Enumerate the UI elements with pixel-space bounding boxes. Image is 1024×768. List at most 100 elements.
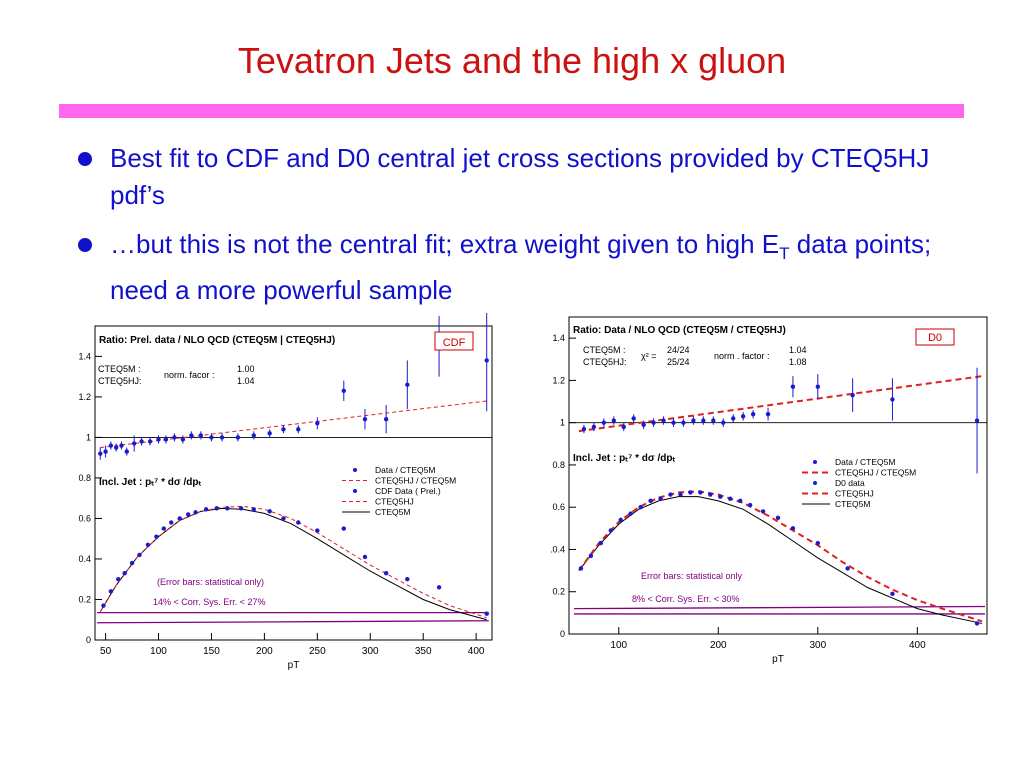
legend-entry: CDF Data ( Prel.) bbox=[375, 486, 441, 496]
bullet-dot-icon bbox=[78, 152, 92, 166]
ratio-data-point bbox=[581, 426, 587, 432]
y-tick-label: 0.8 bbox=[552, 460, 565, 470]
legend-marker bbox=[813, 481, 817, 485]
shape-data-point bbox=[169, 520, 174, 525]
ratio-data-point bbox=[281, 427, 286, 432]
ratio-data-point bbox=[711, 418, 716, 423]
shape-data-point bbox=[728, 496, 733, 501]
ratio-data-point bbox=[701, 418, 706, 423]
chart-note: 14% < Corr. Sys. Err. < 27% bbox=[153, 597, 266, 607]
ratio-data-point bbox=[591, 424, 597, 430]
experiment-badge-label: D0 bbox=[928, 332, 942, 344]
ratio-data-point bbox=[740, 414, 746, 419]
legend-entry: CTEQ5HJ bbox=[375, 497, 414, 507]
y-tick-label: 0.2 bbox=[78, 594, 91, 604]
ratio-data-point bbox=[890, 397, 895, 402]
shape-data-point bbox=[718, 494, 723, 499]
shape-data-point bbox=[678, 492, 683, 497]
ratio-data-point bbox=[631, 416, 636, 421]
shape-data-point bbox=[618, 517, 623, 523]
shape-data-point bbox=[648, 498, 653, 504]
shape-data-point bbox=[238, 506, 244, 511]
ratio-data-point bbox=[974, 418, 980, 423]
ratio-data-point bbox=[131, 441, 137, 446]
shape-data-point bbox=[193, 510, 198, 515]
shape-data-point bbox=[760, 509, 766, 514]
shape-data-point bbox=[578, 566, 584, 571]
shape-data-point bbox=[608, 528, 613, 533]
bullet-text: Best fit to CDF and D0 central jet cross… bbox=[110, 143, 930, 210]
bullet-text-sub: T bbox=[779, 244, 790, 264]
norm-factor-label: norm. facor : bbox=[164, 370, 215, 380]
ratio-data-point bbox=[251, 433, 256, 438]
cdf-chart: 0 0.2 0.4 0.6 0.8 1 1.2 1.4 50 100 150 200 250 300 350… bbox=[78, 313, 493, 671]
shape-data-point bbox=[658, 496, 663, 501]
shape-data-point bbox=[108, 589, 114, 594]
experiment-badge bbox=[915, 328, 955, 346]
chart-note: 8% < Corr. Sys. Err. < 30% bbox=[632, 594, 740, 604]
chi2-label: χ² = bbox=[641, 351, 656, 361]
legend-entry: CTEQ5HJ / CTEQ5M bbox=[375, 476, 456, 486]
legend-entry: CTEQ5HJ / CTEQ5M bbox=[835, 468, 916, 478]
cteq5hj-curve bbox=[99, 505, 487, 619]
shape-data-point bbox=[790, 526, 796, 531]
y-tick-label: 1.2 bbox=[78, 392, 91, 402]
ratio-data-point bbox=[681, 420, 686, 425]
ratio-data-point bbox=[765, 412, 771, 417]
x-axis-label: pT bbox=[772, 654, 784, 665]
shape-data-point bbox=[588, 553, 594, 559]
x-tick-label: 150 bbox=[203, 646, 220, 657]
slide-title: Tevatron Jets and the high x gluon bbox=[237, 40, 787, 81]
y-tick-label: 0.4 bbox=[78, 554, 91, 564]
ratio-data-point bbox=[163, 437, 169, 442]
norm-factor-value: 1.08 bbox=[789, 357, 807, 367]
legend-entry: CTEQ5M bbox=[375, 507, 410, 517]
shape-data-point bbox=[341, 526, 346, 531]
legend-entry: D0 data bbox=[835, 478, 865, 488]
bullet-text-post: data points; need a more powerful sample bbox=[110, 229, 932, 306]
ratio-data-point bbox=[119, 443, 124, 448]
legend-marker bbox=[353, 468, 357, 472]
ratio-data-point bbox=[601, 420, 607, 425]
shape-data-point bbox=[698, 490, 703, 495]
ratio-data-point bbox=[790, 384, 796, 389]
shape-data-point bbox=[177, 516, 182, 521]
ratio-data-point bbox=[721, 420, 726, 425]
shape-data-point bbox=[281, 516, 286, 521]
legend-entry: CTEQ5M bbox=[835, 499, 870, 509]
d0-chart: 0 0.2 .0.4 0.6 0.8 1 1.2 1.4 100 200 300 400 pT Ratio… bbox=[550, 316, 988, 665]
norm-factor-value: 1.04 bbox=[237, 376, 255, 386]
shape-data-point bbox=[668, 492, 673, 497]
chi2-value: 25/24 bbox=[667, 357, 690, 367]
shape-data-point bbox=[484, 611, 489, 616]
sys-error-band-line bbox=[573, 605, 986, 610]
ratio-data-point bbox=[621, 424, 626, 430]
cdf-chart-panel: 0 0.2 0.4 0.6 0.8 1 1.2 1.4 50 100 150 200 250 300 350… bbox=[60, 313, 496, 675]
shape-data-point bbox=[101, 603, 106, 608]
ratio-data-point bbox=[180, 437, 186, 442]
shape-data-point bbox=[708, 492, 713, 497]
x-tick-label: 100 bbox=[150, 646, 167, 657]
shape-data-point bbox=[315, 528, 320, 533]
fit-row-label: CTEQ5HJ: bbox=[98, 376, 142, 386]
shape-data-point bbox=[296, 520, 301, 525]
ratio-data-point bbox=[383, 416, 389, 422]
y-tick-label: 0.6 bbox=[552, 502, 565, 512]
shape-data-point bbox=[747, 502, 753, 508]
ratio-data-point bbox=[750, 412, 756, 417]
bullet-item: Best fit to CDF and D0 central jet cross… bbox=[72, 140, 972, 214]
shape-data-point bbox=[154, 534, 159, 539]
ratio-data-point bbox=[139, 439, 144, 444]
ratio-data-point bbox=[198, 433, 204, 438]
bullet-item: …but this is not the central fit; extra … bbox=[72, 226, 972, 309]
legend-marker bbox=[353, 489, 357, 493]
x-tick-label: 300 bbox=[809, 640, 826, 651]
x-tick-label: 200 bbox=[710, 640, 727, 651]
shape-data-point bbox=[845, 566, 850, 571]
shape-data-point bbox=[116, 577, 121, 582]
shape-data-point bbox=[267, 509, 272, 514]
fit-row-label: CTEQ5HJ: bbox=[583, 357, 627, 367]
ratio-data-point bbox=[671, 420, 676, 425]
ratio-data-point bbox=[103, 449, 108, 454]
shape-data-point bbox=[383, 570, 389, 576]
